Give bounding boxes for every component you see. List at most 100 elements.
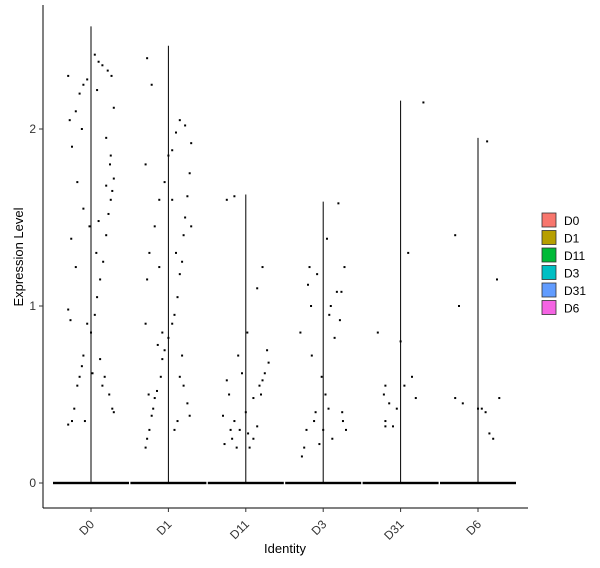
data-point: [303, 446, 306, 449]
data-point: [68, 119, 71, 122]
data-point: [112, 106, 115, 109]
data-point: [171, 149, 174, 152]
data-point: [96, 296, 99, 299]
data-point: [308, 266, 311, 269]
data-point: [67, 423, 70, 426]
data-point: [188, 172, 191, 175]
data-point: [173, 428, 176, 431]
data-point: [338, 319, 341, 322]
data-point: [190, 142, 193, 145]
data-point: [266, 349, 269, 352]
legend-label: D6: [564, 302, 580, 316]
data-point: [454, 234, 457, 237]
data-point: [82, 83, 85, 86]
legend-label: D0: [564, 214, 580, 228]
violin-D1: [130, 45, 207, 485]
data-point: [341, 420, 344, 423]
data-point: [395, 407, 398, 410]
legend: D0 D1 D11 D3 D31 D6: [541, 212, 586, 316]
zero-points-band: [207, 481, 284, 485]
data-point: [163, 349, 166, 352]
x-axis-ticks: D0 D1 D11 D3 D31 D6: [76, 508, 484, 543]
data-point: [343, 266, 346, 269]
data-point: [83, 420, 86, 423]
data-point: [80, 128, 83, 130]
plot-area: 0 1 2 D0 D1 D11 D3 D31 D6: [29, 5, 528, 543]
data-point: [176, 296, 179, 299]
data-point: [159, 375, 162, 378]
data-point: [178, 119, 181, 122]
data-point: [93, 53, 96, 56]
data-point: [399, 340, 402, 343]
data-point: [341, 411, 344, 414]
data-point: [454, 397, 457, 400]
data-point: [171, 198, 174, 201]
data-point: [76, 181, 79, 184]
data-point: [146, 437, 149, 440]
data-point: [328, 313, 331, 316]
data-point: [101, 384, 104, 387]
data-point: [109, 154, 112, 157]
data-point: [182, 234, 185, 237]
data-point: [382, 393, 385, 396]
data-point: [86, 78, 89, 81]
data-point: [229, 428, 232, 431]
data-point: [252, 437, 255, 440]
data-point: [252, 397, 255, 400]
data-point: [144, 322, 147, 325]
legend-label: D31: [564, 284, 586, 298]
zero-points-band: [440, 481, 516, 485]
data-point: [96, 89, 99, 92]
data-point: [316, 273, 319, 276]
data-point: [107, 212, 110, 215]
legend-key-D0: [541, 212, 557, 228]
legend-label: D3: [564, 267, 580, 281]
violin-D11: [207, 194, 284, 485]
data-point: [106, 69, 109, 72]
data-point: [111, 407, 114, 410]
data-point: [320, 375, 323, 378]
data-point: [78, 92, 81, 95]
data-point: [147, 393, 150, 396]
data-point: [82, 207, 85, 210]
data-point: [496, 278, 498, 281]
data-point: [331, 437, 334, 440]
data-point: [150, 414, 153, 417]
legend-key-D1: [541, 230, 557, 245]
data-point: [97, 220, 100, 223]
data-point: [71, 420, 73, 423]
zero-points-band: [53, 481, 129, 485]
data-point: [176, 420, 179, 423]
y-axis-ticks: 0 1 2: [29, 122, 43, 490]
data-point: [486, 140, 489, 143]
data-point: [237, 354, 240, 357]
x-tick-label: D6: [463, 517, 484, 538]
data-point: [310, 354, 313, 357]
data-point: [228, 393, 231, 396]
legend-key-D3: [541, 265, 557, 280]
legend-key-D6: [541, 300, 557, 315]
violin-D6: [440, 137, 516, 485]
data-point: [333, 336, 336, 339]
data-point: [388, 402, 391, 405]
data-point: [167, 154, 170, 157]
data-point: [324, 393, 327, 396]
data-point: [314, 411, 317, 414]
data-point: [225, 198, 228, 201]
data-point: [477, 407, 479, 410]
x-tick-label: D11: [227, 517, 252, 542]
data-point: [329, 305, 332, 307]
data-point: [241, 372, 243, 375]
data-point: [144, 446, 147, 449]
data-point: [97, 60, 100, 63]
data-point: [318, 443, 321, 446]
violin-D0: [53, 26, 129, 485]
zero-points-band: [130, 481, 207, 485]
data-point: [184, 216, 187, 219]
data-point: [223, 443, 226, 446]
data-point: [235, 446, 238, 449]
data-point: [422, 101, 425, 104]
data-point: [186, 195, 189, 198]
data-point: [384, 425, 387, 428]
